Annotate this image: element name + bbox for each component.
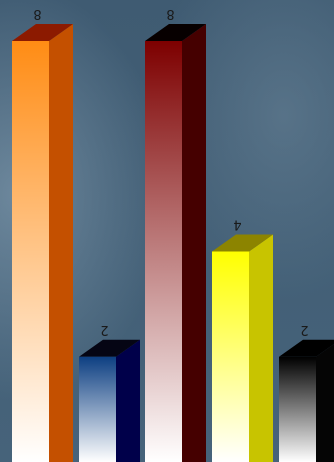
bar-3	[145, 24, 206, 462]
bar-2	[79, 339, 140, 462]
bar-5	[279, 339, 334, 462]
bar-top-face	[145, 24, 206, 41]
bar-side-face	[316, 344, 334, 462]
bar-side-face	[116, 339, 140, 462]
bar-value-label: 8	[33, 6, 41, 21]
bar-value-label: 2	[100, 322, 108, 337]
bar-front-face	[279, 356, 316, 462]
bar-side-face	[49, 24, 73, 462]
bar-top-face	[12, 24, 73, 41]
bar-1	[12, 24, 73, 462]
bar-front-face	[79, 356, 116, 462]
bar-top-face	[279, 339, 334, 357]
bar-value-label: 8	[166, 6, 174, 21]
bar-side-face	[249, 234, 273, 462]
bar-front-face	[212, 251, 249, 462]
bar-4	[212, 234, 273, 462]
bar-top-face	[212, 234, 273, 252]
bar-side-face	[182, 24, 206, 462]
bar-top-face	[79, 339, 140, 357]
bar-front-face	[12, 41, 49, 462]
bar-value-label: 2	[300, 322, 308, 337]
bar-value-label: 4	[233, 217, 241, 232]
bar-front-face	[145, 41, 182, 462]
